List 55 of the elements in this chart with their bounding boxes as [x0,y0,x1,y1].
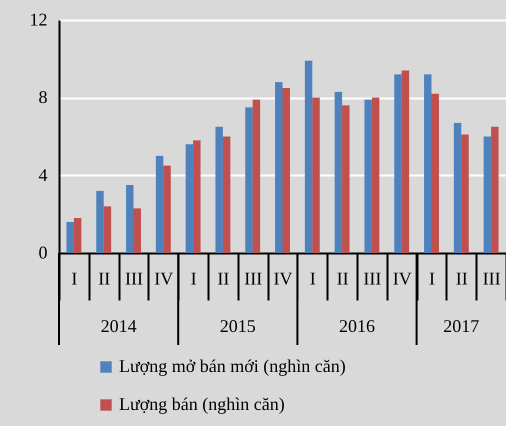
x-tick-label: I [429,268,435,288]
bar [282,88,290,253]
text: 2017 [443,316,480,336]
bar [364,100,372,253]
x-tick-label: I [310,268,316,288]
x-tick-label: II [217,268,230,288]
bar [134,208,141,253]
bar [156,156,164,253]
x-tick-label: IV [392,268,412,288]
bar [304,60,312,253]
bar [215,126,223,253]
bar [424,74,432,253]
y-tick-label: 0 [38,242,48,262]
x-tick-label: III [125,268,143,288]
x-tick-label: II [336,268,349,288]
bar [126,185,134,253]
y-tick-label: 4 [38,164,48,185]
bar [74,218,82,253]
bar [334,92,342,253]
x-tick-label: II [98,268,110,288]
bar [275,82,282,253]
legend-label: Lượng bán (nghìn căn) [119,394,285,414]
bar [245,107,253,253]
text: 2014 [100,316,137,336]
bar [222,136,230,253]
bar [484,136,492,253]
y-tick-label: 12 [30,10,48,30]
bar [252,100,260,253]
bar [461,134,469,253]
bar [372,98,380,253]
x-tick-label: II [456,268,468,288]
bar [432,94,439,253]
bar [66,222,74,253]
x-tick-label: III [482,268,501,288]
x-tick-label: I [71,268,78,288]
bar [402,70,410,253]
legend-label: Lượng mở bán mới (nghìn căn) [119,356,346,376]
x-tick-label: III [244,268,262,288]
bar [394,74,402,253]
text: 2016 [339,316,375,336]
x-tick-label: III [363,268,382,288]
bar [491,126,499,253]
bar [312,98,320,253]
x-tick-label: IV [274,268,292,288]
x-tick-label: I [190,268,197,288]
text: 2015 [220,316,256,336]
x-tick-label: IV [154,268,174,288]
y-tick-label: 8 [38,87,48,108]
bar [104,206,112,253]
bar [454,122,462,253]
bar [96,190,104,253]
bar [186,144,194,253]
bar [342,105,350,253]
bar [163,166,171,253]
bar [193,140,201,253]
